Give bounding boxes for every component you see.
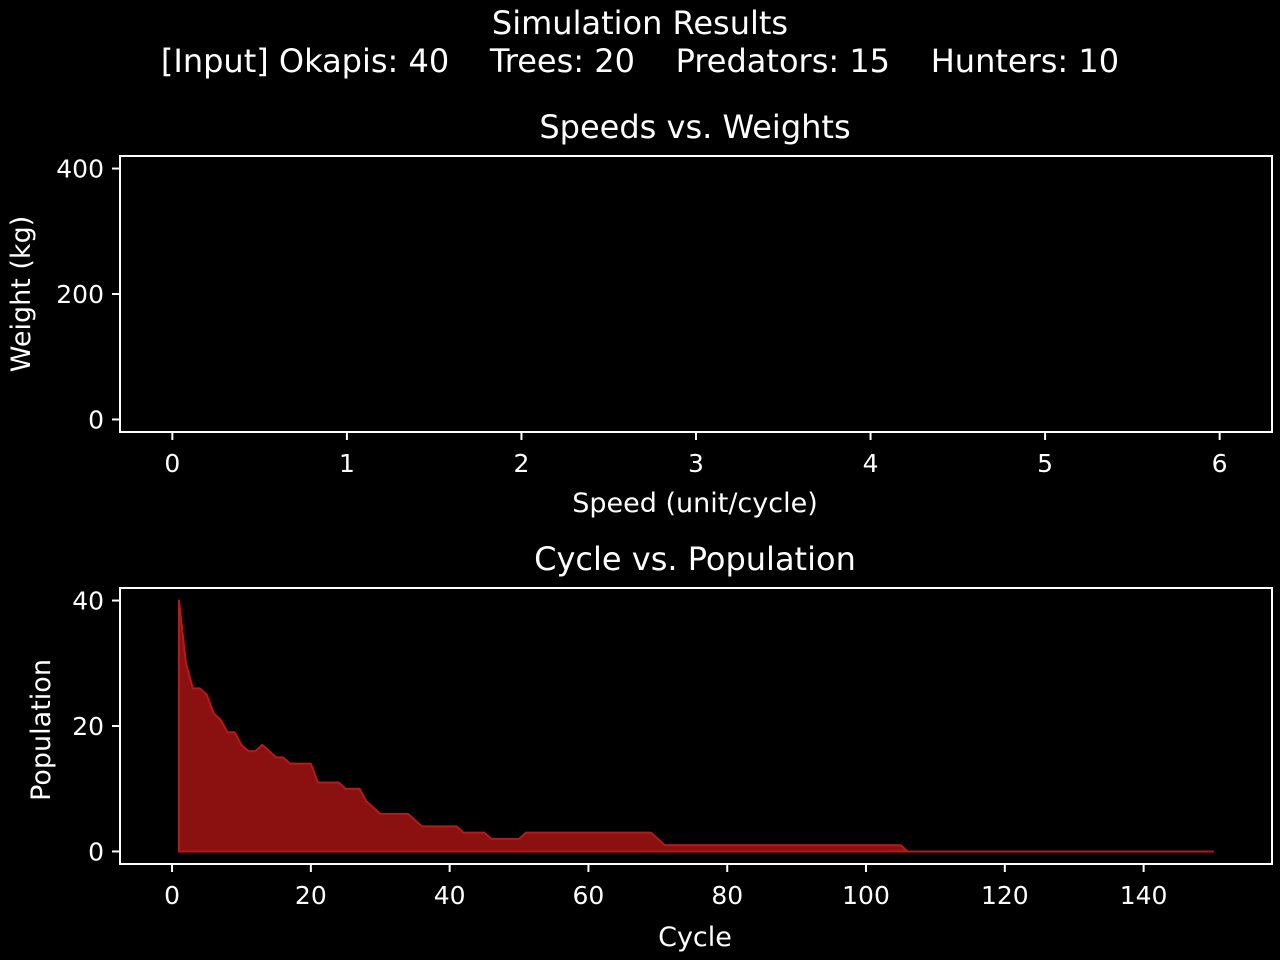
x-tick-label: 80 bbox=[711, 881, 743, 910]
x-tick-label: 120 bbox=[981, 881, 1029, 910]
speed-weight-xlabel: Speed (unit/cycle) bbox=[572, 488, 817, 519]
figure-title: Simulation Results bbox=[492, 4, 788, 42]
x-tick-label: 140 bbox=[1120, 881, 1168, 910]
speed-weight-ylabel: Weight (kg) bbox=[6, 216, 37, 373]
population-area-fill bbox=[177, 599, 1215, 853]
x-tick-label: 1 bbox=[339, 449, 355, 478]
speed-weight-axes-frame bbox=[119, 155, 1273, 433]
cycle-population-xlabel: Cycle bbox=[658, 922, 732, 953]
speed-weight-title: Speeds vs. Weights bbox=[539, 108, 850, 146]
x-tick-label: 4 bbox=[863, 449, 879, 478]
x-tick-label: 20 bbox=[295, 881, 327, 910]
cycle-population-chart: Cycle vs. Population 0 20 40 60 80 100 120 1400… bbox=[26, 540, 1273, 953]
speed-weight-ticks: 0 1 2 3 4 5 6 0 200 400 bbox=[56, 155, 1227, 478]
figure-subtitle: [Input] Okapis: 40 Trees: 20 Predators: … bbox=[161, 42, 1119, 80]
population-area bbox=[177, 599, 1215, 853]
x-tick-label: 0 bbox=[164, 881, 180, 910]
x-tick-label: 100 bbox=[842, 881, 890, 910]
y-tick-label: 0 bbox=[88, 837, 104, 866]
x-tick-label: 6 bbox=[1212, 449, 1228, 478]
cycle-population-axes-frame bbox=[119, 587, 1273, 865]
speed-weight-chart: Speeds vs. Weights 0 1 2 3 4 5 6 0 200 400 Speed … bbox=[6, 108, 1273, 519]
x-tick-label: 5 bbox=[1037, 449, 1053, 478]
x-tick-label: 2 bbox=[514, 449, 530, 478]
x-tick-label: 40 bbox=[434, 881, 466, 910]
cycle-population-ticks: 0 20 40 60 80 100 120 140 0 20 40 bbox=[72, 587, 1167, 910]
cycle-population-title: Cycle vs. Population bbox=[534, 540, 856, 578]
cycle-population-ylabel: Population bbox=[26, 659, 57, 801]
x-tick-label: 3 bbox=[688, 449, 704, 478]
x-tick-label: 60 bbox=[573, 881, 605, 910]
y-tick-label: 40 bbox=[72, 587, 104, 616]
y-tick-label: 400 bbox=[56, 155, 104, 184]
y-tick-label: 200 bbox=[56, 280, 104, 309]
y-tick-label: 0 bbox=[88, 405, 104, 434]
y-tick-label: 20 bbox=[72, 712, 104, 741]
x-tick-label: 0 bbox=[164, 449, 180, 478]
